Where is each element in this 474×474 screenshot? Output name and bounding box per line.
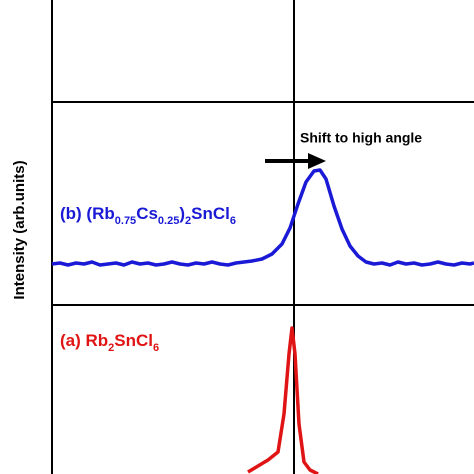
series-line	[247, 326, 319, 474]
label-text: (b) (Rb	[60, 204, 115, 223]
label-text: SnCl	[114, 331, 153, 350]
label-subscript: 6	[153, 342, 159, 354]
label-subscript: 0.25	[158, 215, 179, 227]
label-subscript: 0.75	[115, 215, 136, 227]
arrow-head	[308, 153, 326, 169]
label-text: (a) Rb	[60, 331, 108, 350]
label-subscript: 2	[185, 215, 191, 227]
label-text: Cs	[136, 204, 158, 223]
y-axis-label: Intensity (arb.units)	[11, 160, 28, 299]
label-subscript: 6	[230, 215, 236, 227]
annotation: Shift to high angle	[300, 130, 422, 146]
label-text: SnCl	[191, 204, 230, 223]
label-subscript: 2	[108, 342, 114, 354]
series-label: (b) (Rb0.75Cs0.25)2SnCl6	[60, 204, 236, 227]
series-label: (a) Rb2SnCl6	[60, 331, 159, 354]
series-line	[51, 168, 474, 267]
label-text: )	[179, 204, 185, 223]
